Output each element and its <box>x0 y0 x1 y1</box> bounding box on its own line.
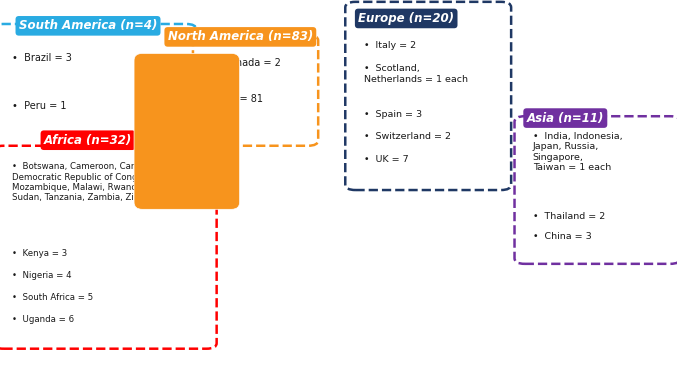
Text: •  Peru = 1: • Peru = 1 <box>12 101 66 111</box>
FancyBboxPatch shape <box>0 146 217 349</box>
Text: •  Thailand = 2: • Thailand = 2 <box>533 212 605 221</box>
Text: •  UK = 7: • UK = 7 <box>364 155 408 164</box>
Text: •  Botswana, Cameroon, Cambodia, Cote d'Ivoire,
Democratic Republic of Congo, Et: • Botswana, Cameroon, Cambodia, Cote d'I… <box>12 162 232 202</box>
FancyBboxPatch shape <box>515 116 677 264</box>
Text: •  Kenya = 3: • Kenya = 3 <box>12 249 67 258</box>
FancyBboxPatch shape <box>134 54 240 209</box>
Text: •  Switzerland = 2: • Switzerland = 2 <box>364 132 451 141</box>
Text: •  Uganda = 6: • Uganda = 6 <box>12 315 74 324</box>
Text: •  Brazil = 3: • Brazil = 3 <box>12 53 71 63</box>
Text: Africa (n=32): Africa (n=32) <box>44 134 132 147</box>
Text: •  Nigeria = 4: • Nigeria = 4 <box>12 271 71 280</box>
FancyBboxPatch shape <box>0 24 196 168</box>
Text: •  US = 81: • US = 81 <box>211 94 263 104</box>
FancyBboxPatch shape <box>345 2 511 190</box>
Text: •  India, Indonesia,
Japan, Russia,
Singapore,
Taiwan = 1 each: • India, Indonesia, Japan, Russia, Singa… <box>533 132 622 172</box>
Text: North America (n=83): North America (n=83) <box>168 30 313 44</box>
FancyBboxPatch shape <box>193 35 318 146</box>
Text: •  Spain = 3: • Spain = 3 <box>364 110 422 118</box>
Text: •  China = 3: • China = 3 <box>533 232 592 241</box>
Text: •  Italy = 2: • Italy = 2 <box>364 41 416 51</box>
Text: •  Scotland,
Netherlands = 1 each: • Scotland, Netherlands = 1 each <box>364 64 468 83</box>
Text: •  South Africa = 5: • South Africa = 5 <box>12 293 93 302</box>
Text: Europe (n=20): Europe (n=20) <box>358 12 454 25</box>
Text: Asia (n=11): Asia (n=11) <box>527 111 604 125</box>
Text: •  France = 4: • France = 4 <box>364 19 427 28</box>
Text: South America (n=4): South America (n=4) <box>19 19 157 32</box>
Text: •  Canada = 2: • Canada = 2 <box>211 58 281 68</box>
